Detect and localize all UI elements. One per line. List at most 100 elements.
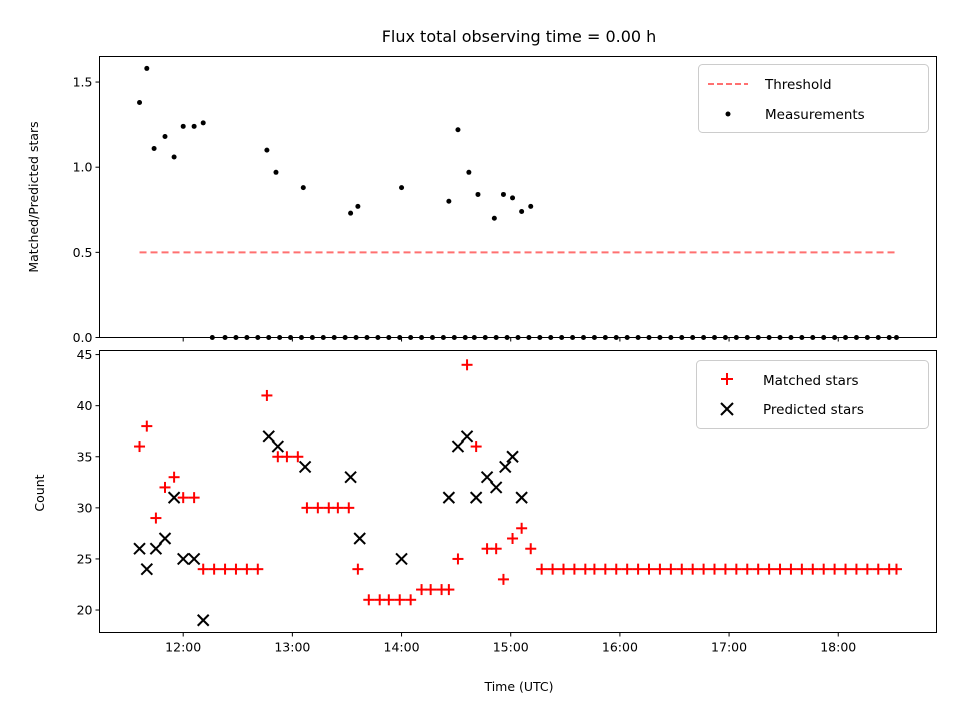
predicted-legend-label: Predicted stars	[763, 402, 864, 418]
matched-star-marker	[461, 359, 473, 371]
matched-star-marker	[516, 522, 528, 534]
bottom-plot-area	[133, 359, 902, 627]
measurement-point	[475, 191, 481, 197]
marker-stroke	[451, 440, 465, 453]
matched-star-marker	[763, 563, 775, 575]
measurement-point	[466, 169, 472, 175]
matched-star-marker	[343, 502, 355, 514]
predicted-star-marker	[480, 470, 494, 484]
top-axes-frame	[99, 56, 937, 338]
marker-stroke	[515, 491, 528, 504]
predicted-star-marker	[187, 552, 201, 566]
predicted-star-marker	[469, 491, 483, 504]
matched-star-marker	[497, 573, 509, 585]
predicted-star-marker	[395, 552, 408, 566]
matched-star-marker	[547, 563, 559, 575]
matched-star-marker	[394, 594, 406, 606]
matched-star-marker	[698, 563, 710, 575]
predicted-star-marker	[451, 440, 465, 453]
marker-stroke	[167, 491, 181, 504]
matched-legend-label: Matched stars	[763, 373, 859, 389]
matched-star-marker	[230, 563, 242, 575]
marker-stroke	[460, 430, 474, 443]
marker-stroke	[298, 460, 312, 474]
marker-stroke	[187, 552, 201, 566]
top-axis-ticks: 0.0 0.5 1.0 1.5	[73, 75, 839, 345]
x-tick-label: 15:00	[493, 640, 529, 655]
matched-star-marker	[332, 502, 344, 514]
predicted-star-marker	[140, 562, 154, 576]
marker-stroke	[395, 552, 408, 566]
bottom-y-tick-label: 30	[77, 500, 93, 515]
measurement-point	[491, 215, 497, 221]
matched-star-marker	[452, 553, 464, 565]
marker-stroke	[149, 542, 163, 555]
matched-star-marker	[588, 563, 600, 575]
matched-star-marker	[621, 563, 633, 575]
matched-star-marker	[709, 563, 721, 575]
bottom-y-tick-label: 40	[77, 398, 93, 413]
top-legend-box	[698, 64, 929, 133]
matched-star-marker	[829, 563, 841, 575]
measurement-point	[264, 147, 270, 153]
x-tick-label: 13:00	[274, 640, 310, 655]
measurement-point	[151, 145, 157, 151]
matched-star-marker	[557, 563, 569, 575]
matched-star-marker	[383, 594, 395, 606]
measurement-point	[144, 65, 150, 71]
marker-stroke	[499, 460, 512, 474]
matched-star-marker	[599, 563, 611, 575]
matched-star-marker	[752, 563, 764, 575]
predicted-star-marker	[271, 440, 285, 453]
matched-star-marker	[872, 563, 884, 575]
matched-star-marker	[177, 492, 189, 504]
marker-stroke	[158, 532, 172, 545]
marker-stroke	[506, 450, 519, 463]
matched-star-marker	[301, 502, 313, 514]
top-plot-area	[137, 65, 899, 340]
marker-stroke	[353, 532, 366, 545]
measurements-legend-swatch	[725, 111, 731, 117]
measurement-point	[519, 208, 525, 214]
predicted-star-marker	[499, 460, 512, 474]
matched-star-marker	[861, 563, 873, 575]
marker-stroke	[176, 552, 190, 566]
matched-star-marker	[168, 471, 180, 483]
bottom-y-tick-label: 20	[77, 603, 93, 618]
predicted-star-marker	[149, 542, 163, 555]
predicted-star-marker	[489, 481, 503, 494]
matched-star-marker	[425, 584, 437, 596]
marker-stroke	[344, 470, 357, 484]
predicted-star-marker	[515, 491, 528, 504]
measurement-point	[348, 210, 354, 216]
top-y-axis-label: Matched/Predicted stars	[26, 121, 41, 272]
matched-star-marker	[840, 563, 852, 575]
measurement-point	[191, 123, 197, 129]
x-tick-label: 14:00	[384, 640, 420, 655]
measurement-point	[455, 127, 461, 133]
top-y-tick-label: 0.5	[73, 245, 93, 260]
matched-star-marker	[134, 441, 146, 453]
matched-star-marker	[150, 512, 162, 524]
measurement-point	[500, 191, 506, 197]
matched-star-marker	[141, 420, 153, 432]
marker-stroke	[140, 562, 154, 576]
predicted-legend-swatch	[720, 402, 734, 416]
matched-star-marker	[525, 543, 537, 555]
measurement-point	[273, 169, 279, 175]
bottom-axes: Count Time (UTC) 20 25 30 35 40 45 12:00 13:00 1…	[32, 347, 937, 694]
marker-stroke	[262, 430, 275, 443]
measurement-point	[180, 123, 186, 129]
matched-star-marker	[632, 563, 644, 575]
top-y-tick-label: 1.5	[73, 75, 93, 90]
matched-star-marker	[281, 451, 293, 463]
matched-star-marker	[785, 563, 797, 575]
bottom-y-tick-label: 25	[77, 551, 93, 566]
matched-star-marker	[643, 563, 655, 575]
matched-star-marker	[818, 563, 830, 575]
matched-star-marker	[241, 563, 253, 575]
measurement-point	[399, 185, 405, 191]
measurement-point	[171, 154, 177, 160]
matched-star-marker	[730, 563, 742, 575]
